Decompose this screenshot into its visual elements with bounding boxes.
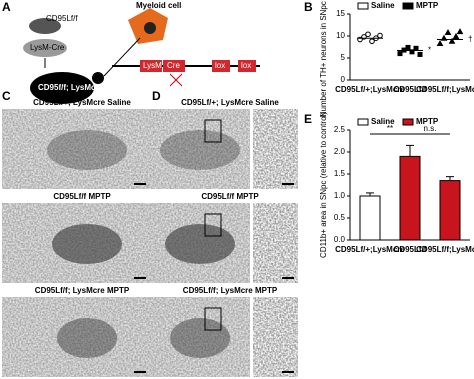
y-axis-label: Number of TH+ neurons in SNpc (X10³) xyxy=(319,0,328,117)
x-tick-label: CD95Lf/+;LysMcre xyxy=(335,85,405,94)
dot xyxy=(436,39,444,46)
image-caption: CD95Lf/f; LysMcre MPTP xyxy=(35,286,130,295)
y-tick-label: 1.0 xyxy=(334,191,346,200)
panel-label: C xyxy=(2,89,11,103)
annotation: † xyxy=(468,35,472,44)
y-tick-label: 2.0 xyxy=(334,147,346,156)
micrograph-texture xyxy=(150,109,250,189)
image-caption: CD95Lf/f MPTP xyxy=(53,192,111,201)
legend-swatch xyxy=(402,118,414,126)
zoom-box xyxy=(204,213,222,237)
dot xyxy=(456,28,464,35)
mouse-icon xyxy=(29,18,61,34)
image-caption: CD95Lf/f; LysMcre MPTP xyxy=(183,286,278,295)
stained-region xyxy=(52,224,122,264)
zoom-box xyxy=(204,119,222,143)
nucleus xyxy=(144,22,156,34)
dot xyxy=(417,51,423,57)
image-caption: CD95Lf/+; LysMcre Saline xyxy=(181,98,279,107)
gene-box xyxy=(238,60,256,72)
mouse-icon xyxy=(23,39,67,57)
legend-label: MPTP xyxy=(416,1,439,10)
legend-label: Saline xyxy=(371,1,395,10)
arrow xyxy=(103,37,141,77)
panel-label: D xyxy=(152,89,161,103)
dot xyxy=(452,32,460,39)
legend-label: Saline xyxy=(371,117,395,126)
gene-box xyxy=(163,60,185,72)
annotation: * xyxy=(428,46,431,55)
y-tick-label: 0 xyxy=(341,75,346,84)
micrograph-texture xyxy=(2,109,150,189)
image-caption: CD95Lf/+; LysMcre Saline xyxy=(33,98,131,107)
dot xyxy=(377,32,383,39)
zoom-box xyxy=(204,307,222,331)
bar xyxy=(399,155,421,241)
x-tick-label: CD95Lf/+;LysMcre xyxy=(335,245,405,254)
zoom-image xyxy=(253,297,298,377)
stained-region xyxy=(165,224,235,264)
zoom-image xyxy=(253,203,298,283)
dot xyxy=(369,38,375,45)
x-tick-label: CD95Lf/f;LysMcre xyxy=(416,85,474,94)
y-tick-label: 2.5 xyxy=(334,125,346,134)
stained-region xyxy=(160,130,240,170)
dot xyxy=(397,51,403,57)
micrograph-texture xyxy=(150,297,250,377)
legend-swatch xyxy=(357,118,369,126)
gene-label: lox xyxy=(215,61,225,70)
cell-label: Myeloid cell xyxy=(136,1,181,10)
y-tick-label: 5 xyxy=(341,53,346,62)
stained-region xyxy=(170,318,230,358)
mouse-icon xyxy=(92,72,104,84)
y-tick-label: 15 xyxy=(336,9,345,18)
gene-label: LysM xyxy=(143,61,162,70)
dot xyxy=(365,31,371,38)
legend-swatch xyxy=(402,2,414,10)
dot xyxy=(405,44,411,50)
gene-box xyxy=(140,60,162,72)
stained-region xyxy=(57,318,117,358)
micrograph-texture xyxy=(2,297,150,377)
scissor xyxy=(169,73,183,87)
image-caption: CD95Lf/f MPTP xyxy=(201,192,259,201)
x-tick-label: CD95Lf/f;LysMcre xyxy=(416,245,474,254)
zoom-image xyxy=(253,109,298,189)
parent-label: LysM-Cre xyxy=(30,43,65,52)
dot xyxy=(413,45,419,51)
legend-swatch xyxy=(357,2,369,10)
y-tick-label: 1.5 xyxy=(334,169,346,178)
parent-label: CD95Lf/f xyxy=(46,14,78,23)
x-tick-label: CD95Lf/f xyxy=(394,245,427,254)
y-axis-label: CD11b+ area in SNpc (relative to control… xyxy=(319,112,328,258)
y-tick-label: 0.5 xyxy=(334,213,346,222)
dot xyxy=(444,28,452,35)
y-tick-label: 10 xyxy=(336,31,345,40)
panel-label: B xyxy=(304,0,313,14)
bar xyxy=(359,195,381,241)
mouse-icon xyxy=(30,72,94,104)
mouse-label: CD95f/f; LysMcre xyxy=(38,83,104,92)
stained-region xyxy=(47,130,127,170)
y-tick-label: 0.0 xyxy=(334,235,346,244)
gene-label: lox xyxy=(241,61,251,70)
legend-label: MPTP xyxy=(416,117,439,126)
annotation: n.s. xyxy=(424,124,437,133)
x-tick-label: CD95Lf/f xyxy=(394,85,427,94)
bar xyxy=(439,180,461,241)
annotation: ** xyxy=(387,124,393,133)
gene-box xyxy=(212,60,230,72)
panel-label: A xyxy=(2,0,11,14)
dot xyxy=(409,49,415,55)
panel-label: E xyxy=(304,112,312,126)
dot xyxy=(448,37,456,44)
gene-label: Cre xyxy=(167,61,180,70)
